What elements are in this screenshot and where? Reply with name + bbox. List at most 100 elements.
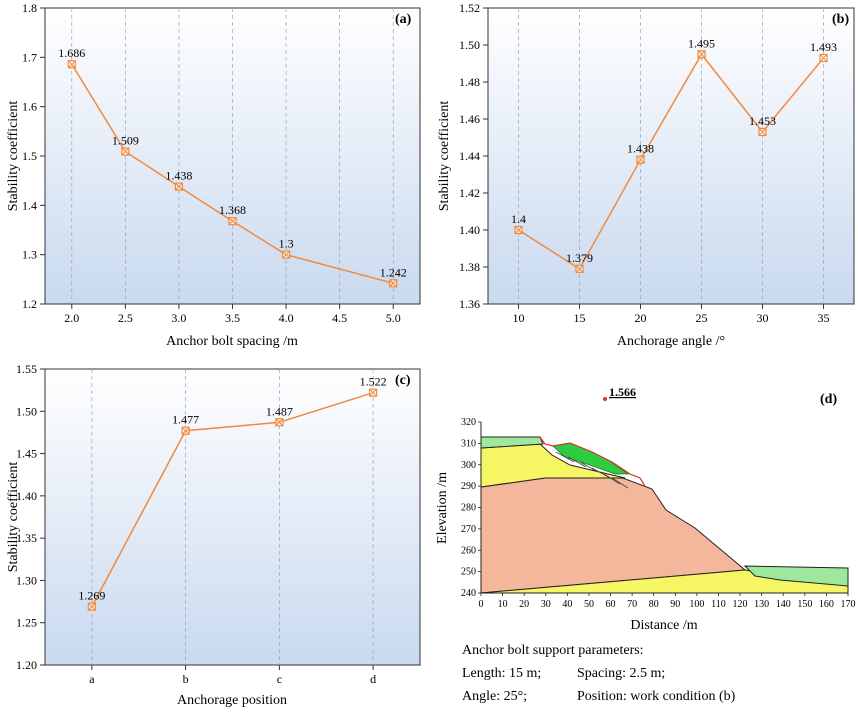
y-tick-label: 280 xyxy=(461,503,476,514)
x-tick-label: 4.0 xyxy=(279,311,294,325)
data-point xyxy=(181,426,190,435)
y-tick-label: 1.50 xyxy=(16,404,37,418)
data-label: 1.453 xyxy=(749,114,776,128)
y-tick-label: 1.8 xyxy=(22,1,37,15)
slip-surface xyxy=(539,436,646,487)
data-point xyxy=(281,250,291,259)
data-label: 1.379 xyxy=(566,251,593,265)
y-tick-label: 250 xyxy=(461,567,476,578)
data-label: 1.3 xyxy=(279,237,294,251)
x-tick-label: b xyxy=(183,672,189,686)
y-tick-label: 1.2 xyxy=(22,297,37,311)
x-tick-label: a xyxy=(89,672,95,686)
y-tick-label: 1.35 xyxy=(16,531,37,545)
chart-panel-c: a b c d 1.20 1.25 1.30 1.35 1.40 1.45 1.50 1.55 1.2… xyxy=(6,362,421,708)
series-line-b xyxy=(518,52,825,270)
y-tick-label: 1.4 xyxy=(22,198,37,212)
safety-factor-label: 1.566 xyxy=(609,385,636,399)
y-tick-label: 240 xyxy=(461,588,476,599)
data-point xyxy=(514,225,523,235)
x-tick-label: 50 xyxy=(584,599,594,610)
y-tick-label: 1.52 xyxy=(459,1,480,15)
parameter-length: Length: 15 m; xyxy=(462,666,541,681)
x-tick-label: 35 xyxy=(818,311,830,325)
y-tick-label: 1.50 xyxy=(459,38,480,52)
parameter-position: Position: work condition (b) xyxy=(577,689,736,704)
data-label: 1.438 xyxy=(165,169,192,183)
x-tick-label: 4.5 xyxy=(332,311,347,325)
y-tick-label: 1.5 xyxy=(22,149,37,163)
plot-area-c xyxy=(44,368,421,666)
data-label: 1.438 xyxy=(627,142,654,156)
chart-panel-a: 2.0 2.5 3.0 3.5 4.0 4.5 5.0 1.2 1.3 1.4 1.5 1.6 1.7 1… xyxy=(6,1,421,349)
x-tick-label: d xyxy=(370,672,376,686)
x-tick-label: 60 xyxy=(606,599,616,610)
x-tick-label: 30 xyxy=(757,311,769,325)
grid-a xyxy=(71,8,394,304)
x-tick-label: 140 xyxy=(776,599,791,610)
chart-panel-b: 10 15 20 25 30 35 1.36 1.38 1.40 1.42 1.44 1.46 1.48… xyxy=(437,1,855,349)
data-point xyxy=(819,53,828,63)
panel-label-a: (a) xyxy=(395,12,412,27)
y-tick-label: 320 xyxy=(461,417,476,428)
x-tick-label: 30 xyxy=(541,599,551,610)
toe-green-layer xyxy=(743,565,849,587)
data-label: 1.477 xyxy=(172,413,199,427)
y-tick-label: 1.44 xyxy=(459,149,480,163)
slip-center-point xyxy=(603,397,607,401)
data-point xyxy=(275,418,284,427)
y-tick-label: 270 xyxy=(461,524,476,535)
anchor-bolts xyxy=(555,451,629,489)
x-tick-label: 10 xyxy=(513,311,525,325)
y-tick-label: 1.25 xyxy=(16,616,37,630)
data-point xyxy=(121,147,130,156)
x-tick-label: 90 xyxy=(670,599,680,610)
x-tick-label: 80 xyxy=(649,599,659,610)
ticks-a: 2.0 2.5 3.0 3.5 4.0 4.5 5.0 1.2 1.3 1.4 1.5 1.6 1.7 1… xyxy=(22,1,401,325)
y-tick-label: 300 xyxy=(461,460,476,471)
data-point xyxy=(389,279,398,288)
x-tick-label: 160 xyxy=(819,599,834,610)
ticks-c: a b c d 1.20 1.25 1.30 1.35 1.40 1.45 1.50 1.55 xyxy=(16,362,376,686)
y-axis-title-d: Elevation /m xyxy=(435,472,450,544)
series-markers-b: 1.4 1.379 1.438 1.495 1.453 1.493 xyxy=(511,36,837,273)
y-tick-label: 1.40 xyxy=(459,223,480,237)
data-label: 1.269 xyxy=(78,589,105,603)
x-tick-label: 170 xyxy=(841,599,856,610)
y-axis-title-b: Stability coefficient xyxy=(437,101,452,212)
x-tick-label: 70 xyxy=(627,599,637,610)
data-point xyxy=(369,388,378,397)
y-tick-label: 1.42 xyxy=(459,186,480,200)
parameters-title: Anchor bolt support parameters: xyxy=(462,643,644,658)
data-label: 1.242 xyxy=(380,265,407,279)
data-point xyxy=(174,182,184,191)
data-label: 1.495 xyxy=(688,36,715,50)
parameter-angle: Angle: 25°; xyxy=(462,689,527,704)
x-tick-label: 40 xyxy=(562,599,572,610)
y-tick-label: 1.55 xyxy=(16,362,37,376)
data-label: 1.686 xyxy=(58,46,85,60)
panel-label-b: (b) xyxy=(832,12,849,27)
data-point xyxy=(67,60,76,69)
data-point xyxy=(575,264,584,273)
x-axis-title-a: Anchor bolt spacing /m xyxy=(166,334,298,349)
y-axis-title-a: Stability coefficient xyxy=(6,101,21,212)
y-tick-label: 1.46 xyxy=(459,112,480,126)
parameter-spacing: Spacing: 2.5 m; xyxy=(577,666,665,681)
x-tick-label: 130 xyxy=(754,599,769,610)
y-tick-label: 310 xyxy=(461,438,476,449)
data-point xyxy=(758,127,767,137)
data-label: 1.487 xyxy=(266,404,293,418)
x-tick-label: 20 xyxy=(519,599,529,610)
x-tick-label: 100 xyxy=(689,599,704,610)
panel-label-c: (c) xyxy=(395,373,411,388)
y-tick-label: 1.6 xyxy=(22,100,37,114)
x-tick-label: 150 xyxy=(797,599,812,610)
x-tick-label: 5.0 xyxy=(386,311,401,325)
data-label: 1.509 xyxy=(112,134,139,148)
series-line-c xyxy=(91,391,374,607)
x-tick-label: 3.5 xyxy=(225,311,240,325)
y-tick-label: 1.38 xyxy=(459,260,480,274)
plot-area-b xyxy=(487,7,855,305)
